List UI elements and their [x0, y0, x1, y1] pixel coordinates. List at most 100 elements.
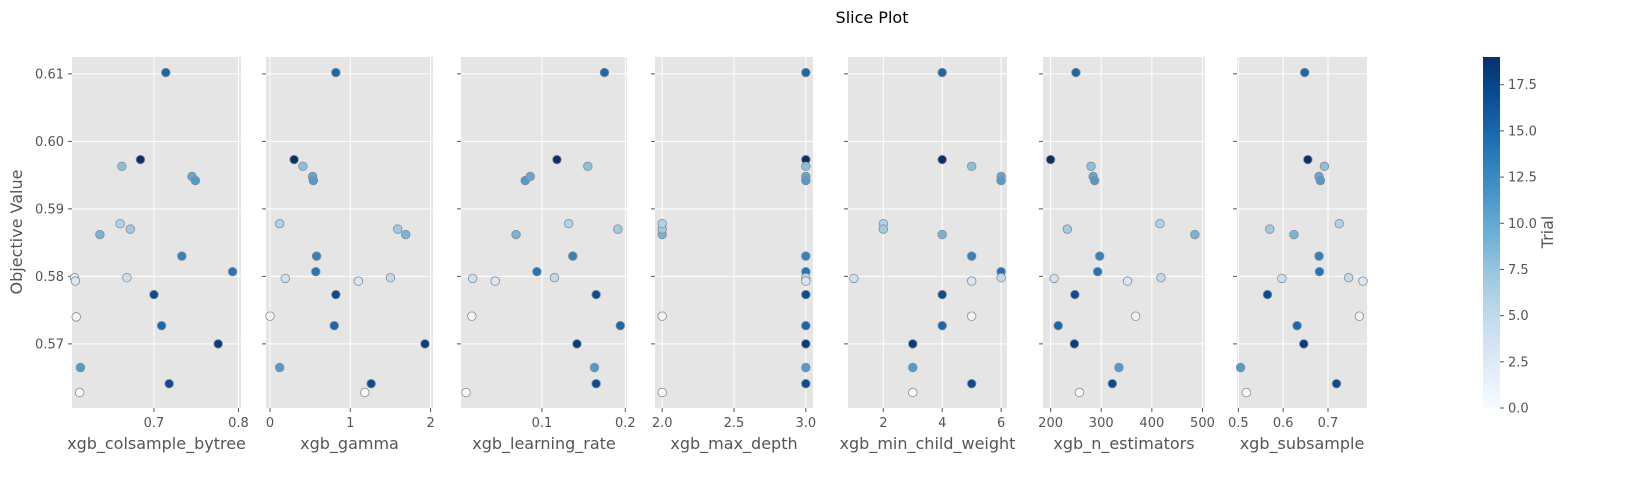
- data-point: [657, 311, 667, 321]
- x-tick-label: 2: [426, 416, 434, 431]
- data-point: [1265, 224, 1275, 234]
- x-tick-label: 0.2: [615, 416, 636, 431]
- data-point: [227, 266, 238, 277]
- data-point: [1045, 154, 1056, 165]
- data-point: [1092, 266, 1103, 277]
- data-point: [311, 266, 321, 277]
- data-point: [937, 67, 947, 78]
- data-point: [1049, 273, 1059, 284]
- x-axis-label: xgb_colsample_bytree: [67, 434, 246, 454]
- data-point: [135, 154, 146, 165]
- data-point: [74, 387, 85, 398]
- data-point: [591, 379, 601, 389]
- data-point: [70, 276, 81, 286]
- data-point: [599, 67, 610, 78]
- data-point: [1331, 379, 1342, 389]
- x-axis-label: xgb_gamma: [300, 434, 399, 454]
- colorbar-gradient-bar: [1483, 57, 1500, 408]
- y-tick-label: 0.60: [35, 135, 64, 150]
- data-point: [1114, 362, 1124, 373]
- data-point: [1130, 311, 1141, 321]
- data-point: [1235, 362, 1246, 373]
- y-tick-label: 0.61: [35, 67, 64, 82]
- x-tick-label: 400: [1139, 416, 1164, 431]
- data-point: [589, 362, 600, 373]
- data-point: [801, 175, 811, 186]
- subplot-xgb_gamma: 0 1 2 xgb_gamma: [262, 57, 435, 454]
- data-point: [1156, 273, 1166, 283]
- data-point: [563, 219, 574, 229]
- x-tick-label: 0.7: [144, 416, 165, 431]
- data-point: [552, 154, 562, 165]
- data-point: [572, 339, 582, 349]
- data-point: [95, 229, 105, 240]
- data-point: [1071, 67, 1081, 78]
- colorbar-tick-label: 15.0: [1508, 124, 1537, 139]
- data-point: [568, 251, 578, 261]
- plot-area: [848, 57, 1007, 408]
- data-point: [467, 311, 477, 321]
- data-point: [1070, 289, 1080, 300]
- data-point: [274, 362, 285, 373]
- data-point: [156, 320, 167, 331]
- data-point: [801, 161, 811, 172]
- data-point: [801, 339, 811, 349]
- data-point: [908, 339, 918, 349]
- data-point: [801, 379, 811, 389]
- data-point: [657, 219, 667, 229]
- data-point: [329, 320, 339, 331]
- colorbar: 0.0 2.5 5.0 7.5 10.0 12.5 15.0 17.5: [1483, 57, 1537, 417]
- x-tick-label: 500: [1190, 416, 1215, 431]
- data-point: [801, 67, 811, 78]
- subplot-xgb_colsample_bytree: 0.57 0.58 0.59 0.60 0.61 0.7 0.8 xgb_colsample_…: [35, 57, 249, 454]
- x-tick-label: 0.1: [532, 416, 553, 431]
- data-point: [385, 273, 396, 283]
- colorbar-tick-label: 10.0: [1508, 217, 1537, 232]
- data-point: [461, 387, 471, 398]
- x-tick-label: 2.0: [652, 416, 673, 431]
- data-point: [996, 175, 1006, 186]
- data-point: [1155, 219, 1165, 229]
- data-point: [1122, 276, 1133, 286]
- x-axis-label: xgb_n_estimators: [1053, 434, 1194, 454]
- plot-area: [1237, 57, 1367, 408]
- data-point: [966, 276, 977, 286]
- data-point: [298, 161, 308, 172]
- data-point: [937, 154, 947, 165]
- data-point: [308, 175, 319, 186]
- data-point: [331, 67, 341, 78]
- data-point: [657, 387, 667, 398]
- data-point: [161, 67, 171, 78]
- data-point: [1086, 161, 1096, 172]
- data-point: [801, 289, 811, 300]
- colorbar-tick-label: 17.5: [1508, 78, 1537, 93]
- data-point: [937, 229, 947, 240]
- data-point: [392, 224, 403, 234]
- data-point: [1069, 339, 1080, 349]
- data-point: [353, 276, 364, 286]
- data-point: [164, 379, 174, 389]
- data-point: [1074, 387, 1085, 398]
- data-point: [117, 161, 127, 172]
- data-point: [801, 320, 811, 331]
- data-point: [511, 229, 521, 240]
- data-point: [591, 289, 601, 300]
- data-point: [265, 311, 275, 321]
- data-point: [490, 276, 500, 286]
- data-point: [1354, 311, 1365, 321]
- colorbar-tick-label: 5.0: [1508, 309, 1529, 324]
- y-axis-label: Objective Value: [7, 170, 26, 295]
- x-axis-label: xgb_max_depth: [670, 434, 797, 454]
- x-tick-label: 0.7: [1318, 416, 1339, 431]
- colorbar-tick-label: 12.5: [1508, 171, 1537, 186]
- data-point: [75, 362, 86, 373]
- data-point: [937, 289, 947, 300]
- x-tick-label: 3.0: [795, 416, 816, 431]
- subplot-xgb_min_child_weight: 2 4 6 xgb_min_child_weight: [840, 57, 1015, 454]
- x-tick-label: 0.5: [1228, 416, 1249, 431]
- data-point: [966, 379, 977, 389]
- data-point: [289, 154, 299, 165]
- x-tick-label: 6: [997, 416, 1005, 431]
- data-point: [1334, 219, 1344, 229]
